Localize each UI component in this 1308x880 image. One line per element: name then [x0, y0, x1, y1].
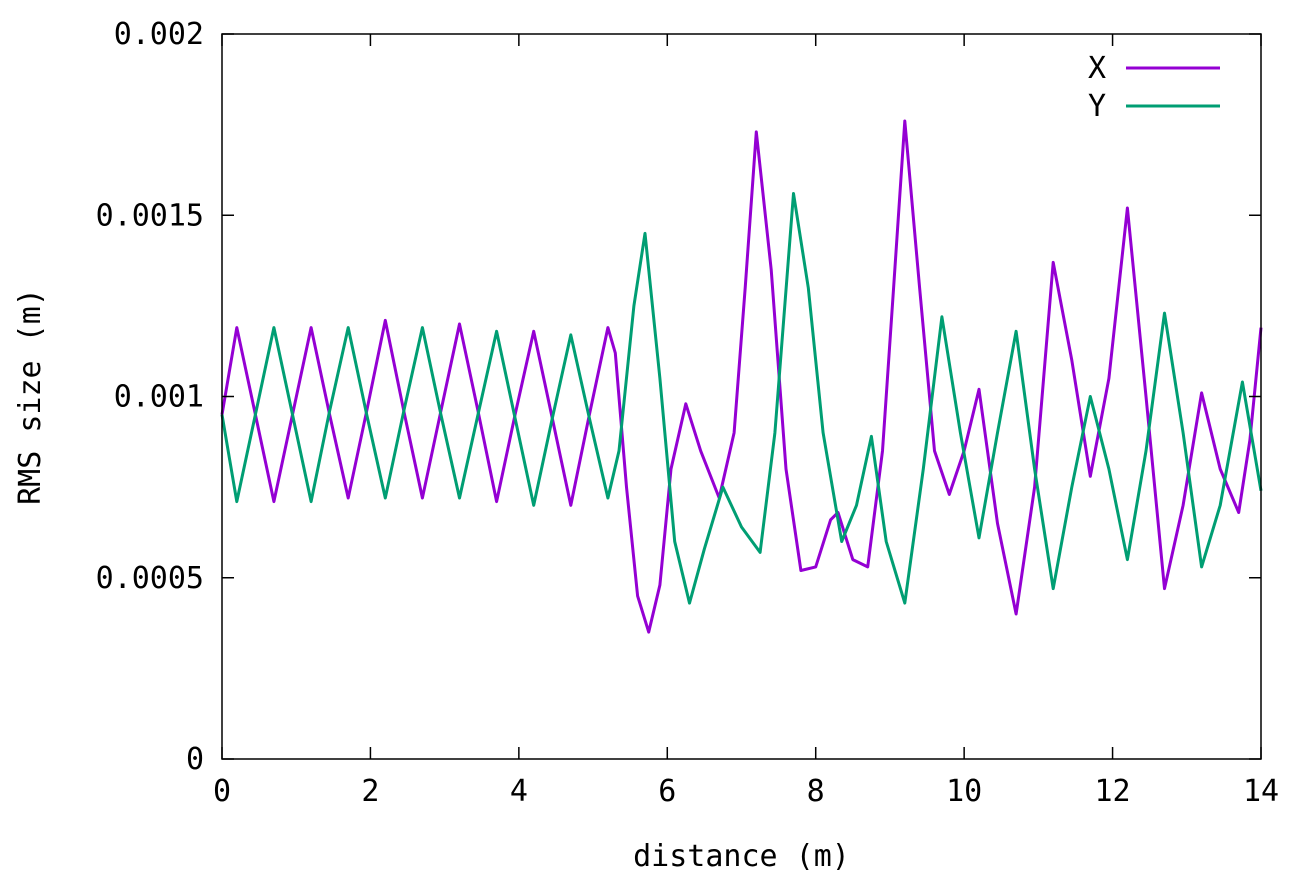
legend-label-x: X — [1088, 51, 1106, 86]
y-tick-label: 0.002 — [114, 17, 204, 52]
y-tick-label: 0.0005 — [96, 561, 204, 596]
series-line-x — [220, 119, 1263, 634]
ticks-layer: 0 2 4 6 8 10 12 14 0 0.0005 0.001 0.0015 0.002 — [96, 17, 1279, 809]
x-tick-label: 10 — [946, 774, 982, 809]
legend-label-y: Y — [1088, 89, 1106, 124]
x-tick-label: 4 — [510, 774, 528, 809]
x-tick-label: 6 — [658, 774, 676, 809]
x-tick-label: 2 — [361, 774, 379, 809]
y-tick-label: 0.001 — [114, 380, 204, 415]
y-tick-label: 0.0015 — [96, 198, 204, 233]
series-line-y — [220, 192, 1263, 605]
x-tick-label: 12 — [1095, 774, 1131, 809]
x-axis-label: distance (m) — [633, 839, 850, 874]
y-axis-label: RMS size (m) — [13, 288, 48, 505]
series-layer — [220, 119, 1263, 634]
x-tick-label: 8 — [807, 774, 825, 809]
x-tick-label: 14 — [1243, 774, 1279, 809]
x-tick-label: 0 — [213, 774, 231, 809]
y-tick-label: 0 — [186, 742, 204, 777]
legend: XY — [1088, 51, 1220, 124]
